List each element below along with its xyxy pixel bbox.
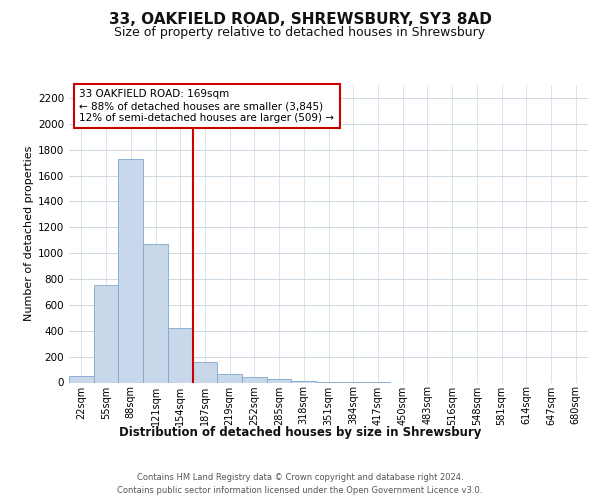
Text: 33, OAKFIELD ROAD, SHREWSBURY, SY3 8AD: 33, OAKFIELD ROAD, SHREWSBURY, SY3 8AD	[109, 12, 491, 28]
Bar	[242, 378, 267, 382]
Text: Contains HM Land Registry data © Crown copyright and database right 2024.
Contai: Contains HM Land Registry data © Crown c…	[118, 473, 482, 495]
Text: Size of property relative to detached houses in Shrewsbury: Size of property relative to detached ho…	[115, 26, 485, 39]
Bar	[143, 244, 168, 382]
Bar	[94, 286, 118, 382]
Bar	[267, 380, 292, 382]
Bar	[168, 328, 193, 382]
Y-axis label: Number of detached properties: Number of detached properties	[24, 146, 34, 322]
Bar	[292, 380, 316, 382]
Bar	[69, 376, 94, 382]
Text: 33 OAKFIELD ROAD: 169sqm
← 88% of detached houses are smaller (3,845)
12% of sem: 33 OAKFIELD ROAD: 169sqm ← 88% of detach…	[79, 90, 334, 122]
Bar	[193, 362, 217, 382]
Text: Distribution of detached houses by size in Shrewsbury: Distribution of detached houses by size …	[119, 426, 481, 439]
Bar	[217, 374, 242, 382]
Bar	[118, 158, 143, 382]
